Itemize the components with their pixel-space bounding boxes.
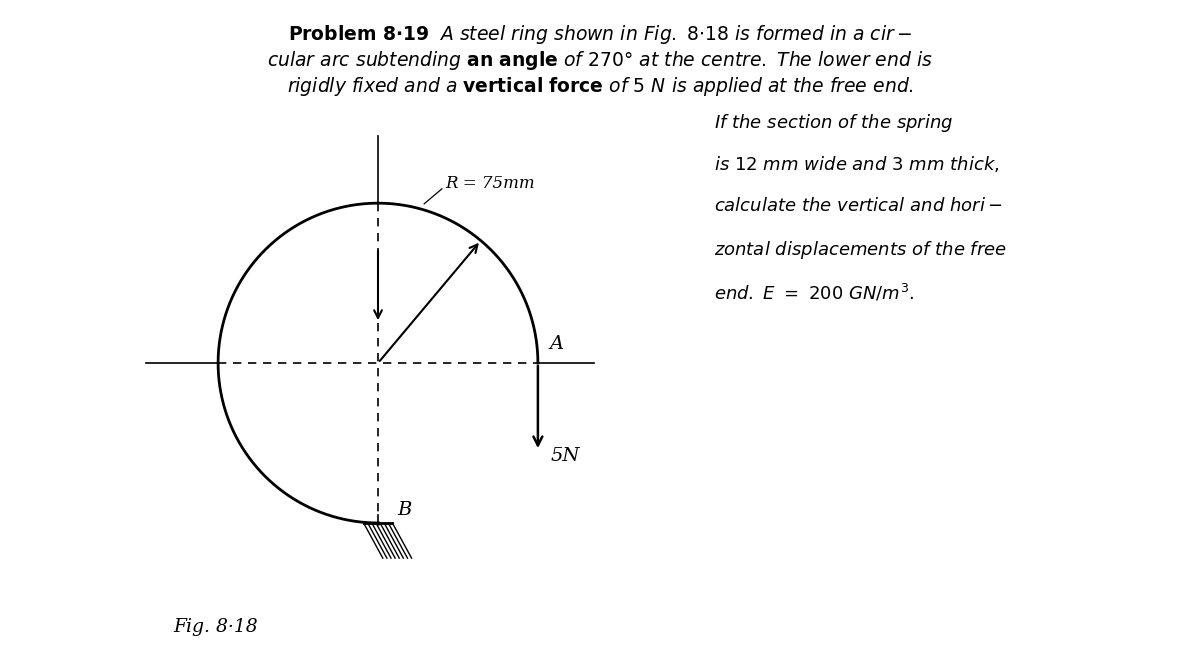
Text: $\bf{Problem\ 8{\cdot}19}$  $\it{A\ steel\ ring\ shown\ in\ Fig.\ 8{\cdot}18\ is: $\bf{Problem\ 8{\cdot}19}$ $\it{A\ steel… [288,23,912,46]
Text: $\it{cular\ arc\ subtending\ }$$\bf{an\ angle}$$\it{\ of\ 270°\ at\ the\ centre.: $\it{cular\ arc\ subtending\ }$$\bf{an\ … [268,49,932,72]
Text: A: A [550,335,563,353]
Text: $\it{calculate\ the\ vertical\ and\ hori-}$: $\it{calculate\ the\ vertical\ and\ hori… [714,197,1003,215]
Text: Fig. 8·18: Fig. 8·18 [174,619,258,636]
Text: B: B [397,501,412,519]
Text: $\it{is\ 12\ mm\ wide\ and\ 3\ mm\ thick,}$: $\it{is\ 12\ mm\ wide\ and\ 3\ mm\ thick… [714,154,1000,174]
Text: $\it{If\ the\ section\ of\ the\ spring}$: $\it{If\ the\ section\ of\ the\ spring}$ [714,112,954,134]
Text: 5N: 5N [551,447,580,465]
Text: $\it{zontal\ displacements\ of\ the\ free}$: $\it{zontal\ displacements\ of\ the\ fre… [714,239,1007,262]
Text: R = 75mm: R = 75mm [445,175,535,192]
Text: $\it{rigidly\ fixed\ and\ a\ }$$\bf{vertical\ force}$$\it{\ of\ 5\ N\ is\ applie: $\it{rigidly\ fixed\ and\ a\ }$$\bf{vert… [287,75,913,98]
Text: $\it{end.\ E}$$\ =\ $$\it{200\ GN/m^3.}$: $\it{end.\ E}$$\ =\ $$\it{200\ GN/m^3.}$ [714,282,914,303]
